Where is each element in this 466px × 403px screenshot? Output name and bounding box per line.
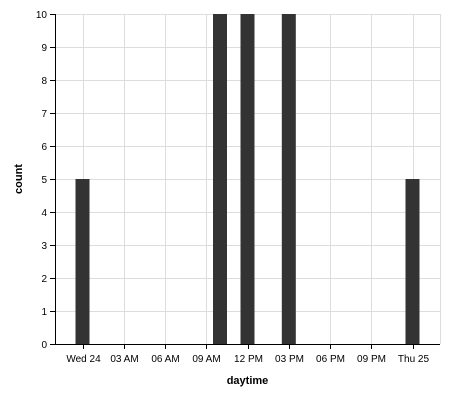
axes-layer: 0 1 2 3 4 5 6 7 8 9 10 Wed 24 03 AM 06 AM 09 AM 12 PM 03… (36, 10, 440, 365)
x-tick-label: 03 AM (110, 354, 138, 365)
x-tick-label: 03 PM (275, 354, 304, 365)
y-tick-label: 4 (41, 208, 47, 219)
y-tick-label: 9 (41, 43, 47, 54)
bar (405, 179, 420, 344)
x-tick-label: 06 AM (151, 354, 179, 365)
bar (240, 14, 255, 344)
y-tick-label: 5 (41, 175, 47, 186)
y-tick-label: 10 (36, 10, 48, 21)
y-tick-label: 3 (41, 241, 47, 252)
y-tick-label: 1 (41, 307, 47, 318)
x-tick-label: Wed 24 (66, 354, 101, 365)
y-tick-label: 8 (41, 76, 47, 87)
x-tick-label: 09 AM (192, 354, 220, 365)
y-tick-label: 6 (41, 142, 47, 153)
y-tick-label: 7 (41, 109, 47, 120)
y-tick-label: 2 (41, 274, 47, 285)
bars-layer (75, 14, 420, 344)
x-tick-label: Thu 25 (398, 354, 430, 365)
y-axis-title: count (13, 164, 25, 194)
bar (213, 14, 227, 344)
x-tick-label: 12 PM (234, 354, 263, 365)
bar (75, 179, 90, 344)
bar (281, 14, 296, 344)
x-tick-label: 06 PM (316, 354, 345, 365)
x-axis-title: daytime (227, 375, 269, 387)
x-tick-label: 09 PM (357, 354, 386, 365)
y-tick-label: 0 (41, 340, 47, 351)
